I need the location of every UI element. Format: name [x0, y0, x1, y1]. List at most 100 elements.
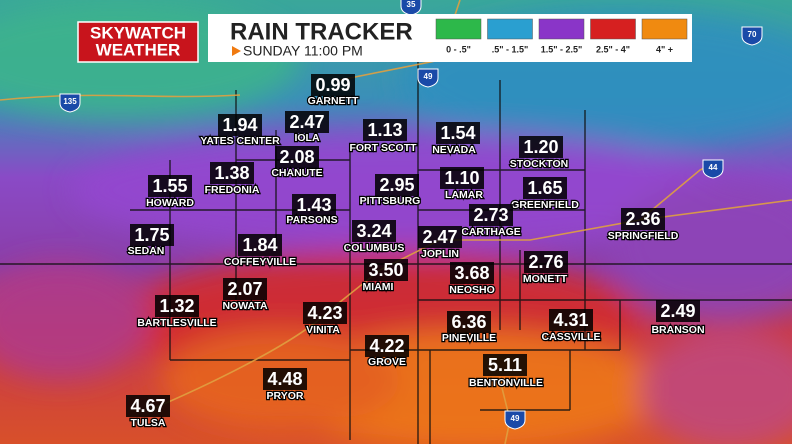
legend-label: 4" +: [656, 44, 673, 54]
rain-total: 1.10: [444, 168, 479, 188]
rain-total: 2.49: [660, 301, 695, 321]
rain-total: 1.32: [159, 296, 194, 316]
value-box: [223, 278, 267, 300]
time: SUNDAY 11:00 PM: [243, 43, 363, 59]
highway-number: 135: [63, 97, 77, 106]
value-box: [440, 167, 484, 189]
highway-number: 44: [709, 163, 718, 172]
legend-label: 0 - .5": [446, 44, 471, 54]
city-name: MONETT: [523, 273, 568, 285]
city-name: BARTLESVILLE: [137, 317, 216, 329]
city-name: CARTHAGE: [461, 226, 521, 238]
rain-total: 2.47: [289, 112, 324, 132]
value-box: [210, 162, 254, 184]
value-box: [375, 174, 419, 196]
rain-total: 2.76: [528, 252, 563, 272]
value-box: [352, 220, 396, 242]
city-name: MIAMI: [363, 281, 394, 293]
value-box: [519, 136, 563, 158]
highway-shield: [702, 159, 724, 179]
city-name: IOLA: [294, 132, 319, 144]
value-box: [524, 251, 568, 273]
rain-total: 1.20: [523, 137, 558, 157]
value-box: [621, 208, 665, 230]
rain-total: 1.94: [222, 115, 257, 135]
city-name: BRANSON: [651, 324, 704, 336]
value-box: [218, 114, 262, 136]
value-box: [311, 74, 355, 96]
value-box: [363, 119, 407, 141]
legend-label: .5" - 1.5": [492, 44, 529, 54]
city-name: HOWARD: [146, 197, 194, 209]
highway-shield: [417, 68, 439, 88]
play-icon: [232, 46, 241, 56]
value-box: [263, 368, 307, 390]
highway-shield: [59, 93, 81, 113]
city-name: CASSVILLE: [542, 331, 601, 343]
value-box: [285, 111, 329, 133]
city-name: STOCKTON: [510, 158, 569, 170]
rain-total: 0.99: [315, 75, 350, 95]
city-name: LAMAR: [445, 189, 483, 201]
city-name: FORT SCOTT: [349, 142, 417, 154]
city-name: COLUMBUS: [344, 242, 405, 254]
city-name: GROVE: [368, 356, 406, 368]
rain-total: 1.54: [440, 123, 475, 143]
title-panel: [208, 14, 430, 62]
rain-total: 1.43: [296, 195, 331, 215]
value-box: [275, 146, 319, 168]
rain-total: 1.65: [527, 178, 562, 198]
rain-total: 2.36: [625, 209, 660, 229]
header: SKYWATCH WEATHER RAIN TRACKER SUNDAY 11:…: [77, 14, 692, 63]
city-name: PRYOR: [267, 390, 304, 402]
rain-total: 4.31: [553, 310, 588, 330]
value-box: [364, 259, 408, 281]
city-name: NEVADA: [432, 144, 476, 156]
city-name: JOPLIN: [421, 248, 459, 260]
rain-total: 2.08: [279, 147, 314, 167]
rain-total: 1.55: [152, 176, 187, 196]
value-box: [126, 395, 170, 417]
highway-number: 35: [407, 0, 416, 9]
rain-total: 2.47: [422, 227, 457, 247]
legend-swatch: [435, 18, 482, 40]
value-box: [292, 194, 336, 216]
rain-total: 1.75: [134, 225, 169, 245]
city-name: CHANUTE: [271, 167, 322, 179]
value-box: [303, 302, 347, 324]
highway-number: 49: [424, 72, 433, 81]
value-box: [656, 300, 700, 322]
highway-number: 70: [748, 30, 757, 39]
city-name: VINITA: [306, 324, 340, 336]
city-name: NOWATA: [222, 300, 268, 312]
city-name: PARSONS: [286, 214, 337, 226]
city-name: COFFEYVILLE: [224, 256, 296, 268]
city-name: BENTONVILLE: [469, 377, 543, 389]
value-box: [447, 311, 491, 333]
city-name: TULSA: [131, 417, 166, 429]
rain-total: 1.13: [367, 120, 402, 140]
rain-total: 4.48: [267, 369, 302, 389]
city-name: NEOSHO: [449, 284, 495, 296]
rain-total: 4.22: [369, 336, 404, 356]
legend-label: 1.5" - 2.5": [541, 44, 583, 54]
rain-total: 2.73: [473, 205, 508, 225]
legend-label: 2.5" - 4": [596, 44, 630, 54]
highway-shield: [504, 410, 526, 430]
value-box: [148, 175, 192, 197]
legend-swatch: [590, 18, 636, 40]
value-box: [523, 177, 567, 199]
rain-total: 1.84: [242, 235, 277, 255]
rain-total: 3.24: [356, 221, 391, 241]
rain-total: 5.11: [488, 355, 522, 375]
value-box: [238, 234, 282, 256]
rain-total: 6.36: [451, 312, 486, 332]
city-name: GREENFIELD: [511, 199, 579, 211]
city-name: SPRINGFIELD: [608, 230, 679, 242]
rain-total: 2.07: [227, 279, 262, 299]
title: RAIN TRACKER: [230, 18, 413, 45]
rain-total: 4.67: [130, 396, 165, 416]
city-name: PITTSBURG: [360, 195, 421, 207]
